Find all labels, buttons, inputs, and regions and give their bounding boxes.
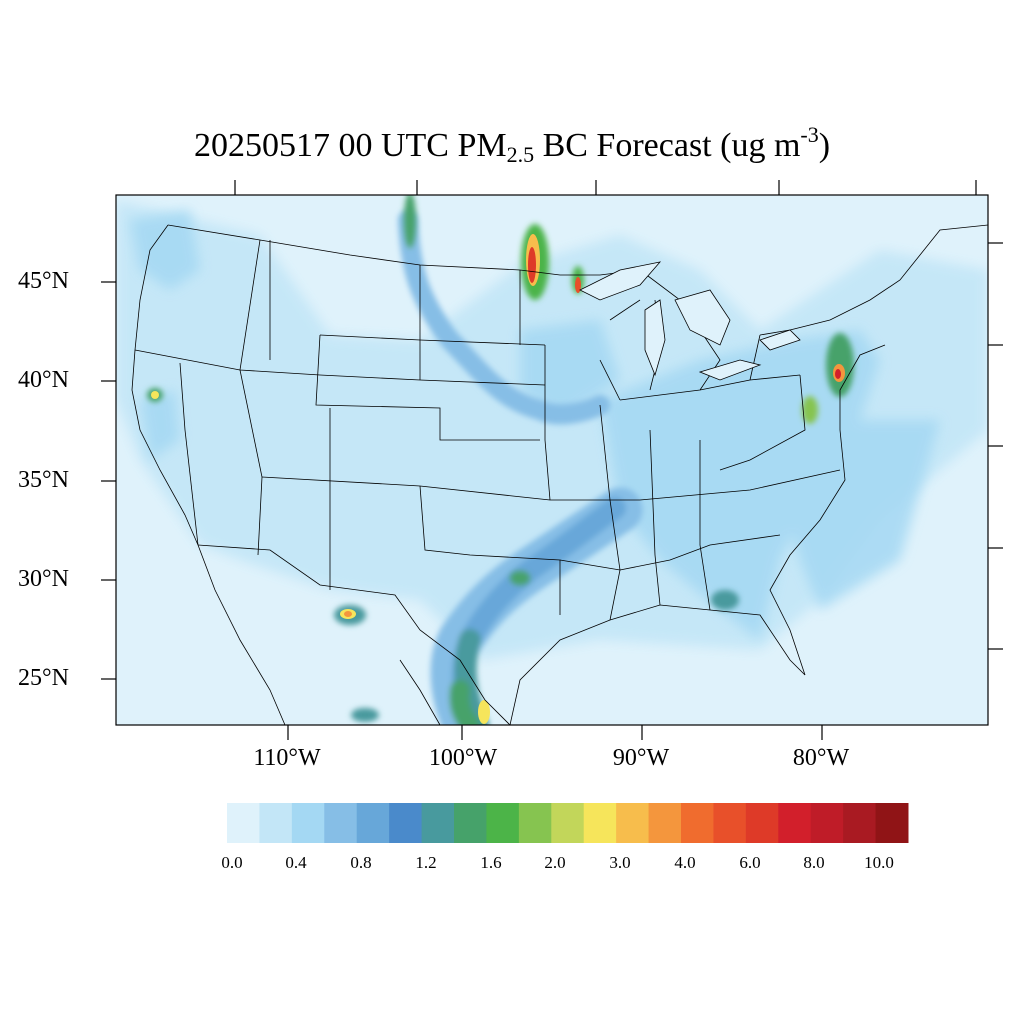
map-frame <box>115 194 989 726</box>
colorbar-label-6: 3.0 <box>609 853 631 872</box>
colorbar-label-3: 1.2 <box>415 853 437 872</box>
colorbar-label-9: 8.0 <box>803 853 825 872</box>
colorbar-label-1: 0.4 <box>285 853 307 872</box>
title-superscript: -3 <box>800 122 819 147</box>
axis-ticks <box>101 180 1003 740</box>
colorbar-label-10: 10.0 <box>864 853 894 872</box>
lon-label-90: 90°W <box>612 745 670 771</box>
colorbar-label-4: 1.6 <box>480 853 502 872</box>
lat-label-35: 35°N <box>18 467 69 493</box>
colorbar-label-8: 6.0 <box>739 853 761 872</box>
lon-label-80: 80°W <box>792 745 850 771</box>
map-title: 20250517 00 UTC PM2.5 BC Forecast (ug m-… <box>0 122 1024 168</box>
colorbar-label-7: 4.0 <box>674 853 696 872</box>
colorbar-label-0: 0.0 <box>221 853 243 872</box>
hotspots <box>147 195 854 724</box>
smoke-plume <box>398 210 643 725</box>
lat-label-30: 30°N <box>18 566 69 592</box>
lon-label-100: 100°W <box>428 745 498 771</box>
colorbar-label-2: 0.8 <box>350 853 372 872</box>
colorbar-label-5: 2.0 <box>544 853 566 872</box>
lat-label-45: 45°N <box>18 268 69 294</box>
lat-label-25: 25°N <box>18 665 69 691</box>
title-text-mid: BC Forecast (ug m <box>534 127 801 164</box>
great-lakes <box>579 261 801 381</box>
lon-label-110: 110°W <box>253 745 321 771</box>
title-text: 20250517 00 UTC PM <box>193 127 507 164</box>
title-subscript: 2.5 <box>506 142 535 167</box>
title-text-end: ) <box>818 127 831 164</box>
lat-label-40: 40°N <box>18 367 69 393</box>
